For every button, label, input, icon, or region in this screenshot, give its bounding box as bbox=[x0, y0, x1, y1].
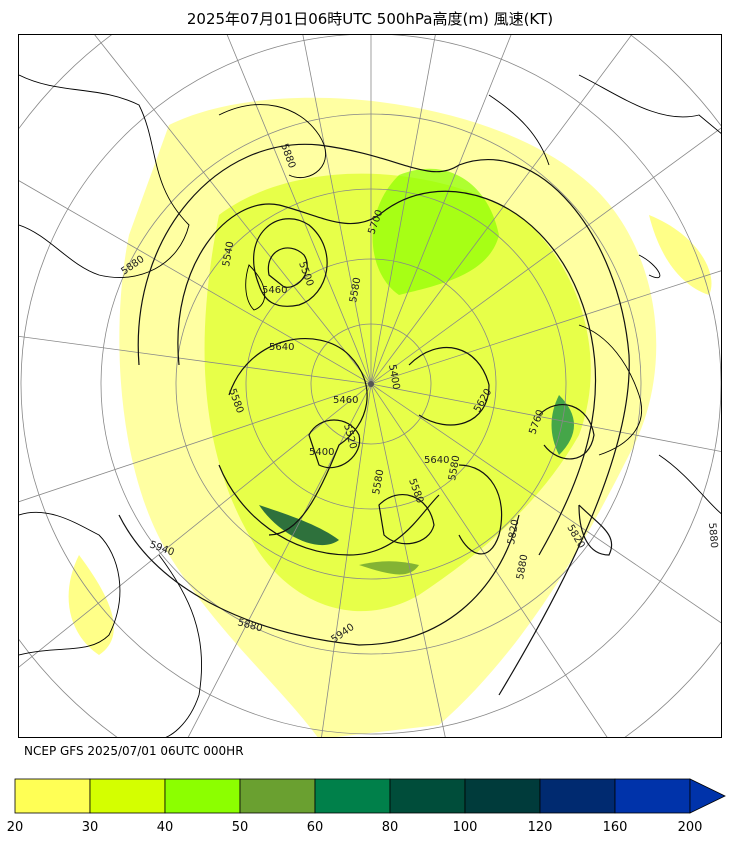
colorbar-tick-label: 30 bbox=[81, 820, 99, 835]
colorbar-segment bbox=[389, 778, 466, 814]
colorbar-tick-label: 60 bbox=[306, 820, 324, 835]
contour-label: 5400 bbox=[309, 447, 334, 458]
colorbar-tick-label: 80 bbox=[381, 820, 399, 835]
colorbar-tick-label: 100 bbox=[452, 820, 478, 835]
map-title: 2025年07月01日06時UTC 500hPa高度(m) 風速(KT) bbox=[186, 10, 554, 28]
source-caption: NCEP GFS 2025/07/01 06UTC 000HR bbox=[24, 744, 244, 758]
colorbar-tick-label: 200 bbox=[677, 820, 703, 835]
contour-label: 5580 bbox=[447, 455, 462, 482]
colorbar-tick-label: 40 bbox=[156, 820, 174, 835]
contour-label: 5880 bbox=[706, 522, 719, 548]
map-canvas: 5880 5880 5540 5460 5500 5700 5580 5580 … bbox=[19, 35, 721, 737]
contour-label: 5640 bbox=[424, 455, 449, 466]
graticule bbox=[19, 35, 721, 737]
colorbar-tick-label: 50 bbox=[231, 820, 249, 835]
height-contours bbox=[118, 143, 630, 696]
contour-label: 5820 bbox=[506, 519, 521, 546]
wind-speed-colorbar bbox=[14, 778, 726, 814]
contour-label: 5880 bbox=[515, 554, 530, 581]
colorbar-segment bbox=[239, 778, 316, 814]
coastlines bbox=[19, 74, 721, 737]
contour-label: 5540 bbox=[221, 241, 236, 268]
contour-label: 5580 bbox=[348, 277, 363, 304]
polar-stereographic-map: 5880 5880 5540 5460 5500 5700 5580 5580 … bbox=[18, 34, 722, 738]
colorbar-segment bbox=[164, 778, 241, 814]
colorbar-tick-label: 120 bbox=[527, 820, 553, 835]
pole-marker bbox=[368, 381, 374, 387]
colorbar-extend-arrow bbox=[689, 778, 726, 814]
colorbar-segment bbox=[89, 778, 166, 814]
colorbar-tick-label: 20 bbox=[6, 820, 24, 835]
colorbar-tick-label: 160 bbox=[602, 820, 628, 835]
colorbar-segment bbox=[464, 778, 541, 814]
contour-label: 5400 bbox=[386, 364, 401, 391]
colorbar-segment bbox=[539, 778, 616, 814]
contour-label: 5580 bbox=[371, 469, 386, 496]
contour-label: 5460 bbox=[262, 285, 287, 296]
contour-label: 5640 bbox=[269, 342, 294, 353]
colorbar-segment bbox=[14, 778, 91, 814]
contour-label: 5460 bbox=[333, 395, 358, 406]
colorbar-segment bbox=[314, 778, 391, 814]
colorbar-segment bbox=[614, 778, 691, 814]
